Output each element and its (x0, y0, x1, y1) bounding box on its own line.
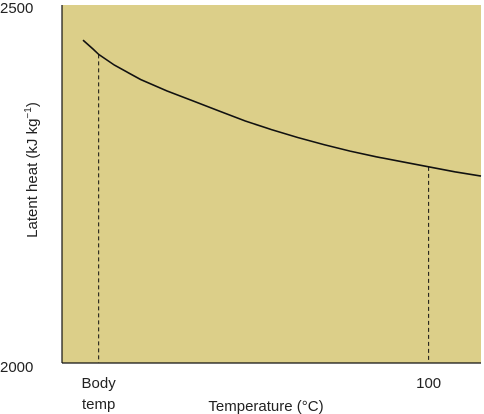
latent-heat-line (82, 39, 482, 177)
x-axis-label: Temperature (°C) (208, 398, 323, 414)
y-tick-label-top: 2500 (0, 0, 33, 17)
x-tick-label-0-line-1: temp (82, 396, 115, 413)
plot-area (62, 5, 481, 363)
x-tick-label-0-line-0: Body (82, 375, 117, 392)
x-tick-label-1-line-0: 100 (416, 375, 441, 392)
x-tick-labels: Body temp 100 (82, 375, 442, 413)
y-tick-label-bottom: 2000 (0, 359, 33, 376)
y-axis-label-superscript: −1 (23, 107, 34, 119)
y-axis-label-close: ) (24, 102, 41, 107)
x-tick-label-0: Body temp (82, 375, 117, 413)
reference-lines (98, 54, 430, 363)
x-tick-label-1: 100 (416, 375, 441, 392)
y-axis-label-main: Latent heat (kJ kg (24, 119, 41, 238)
y-axis-label: Latent heat (kJ kg−1) (23, 102, 41, 238)
